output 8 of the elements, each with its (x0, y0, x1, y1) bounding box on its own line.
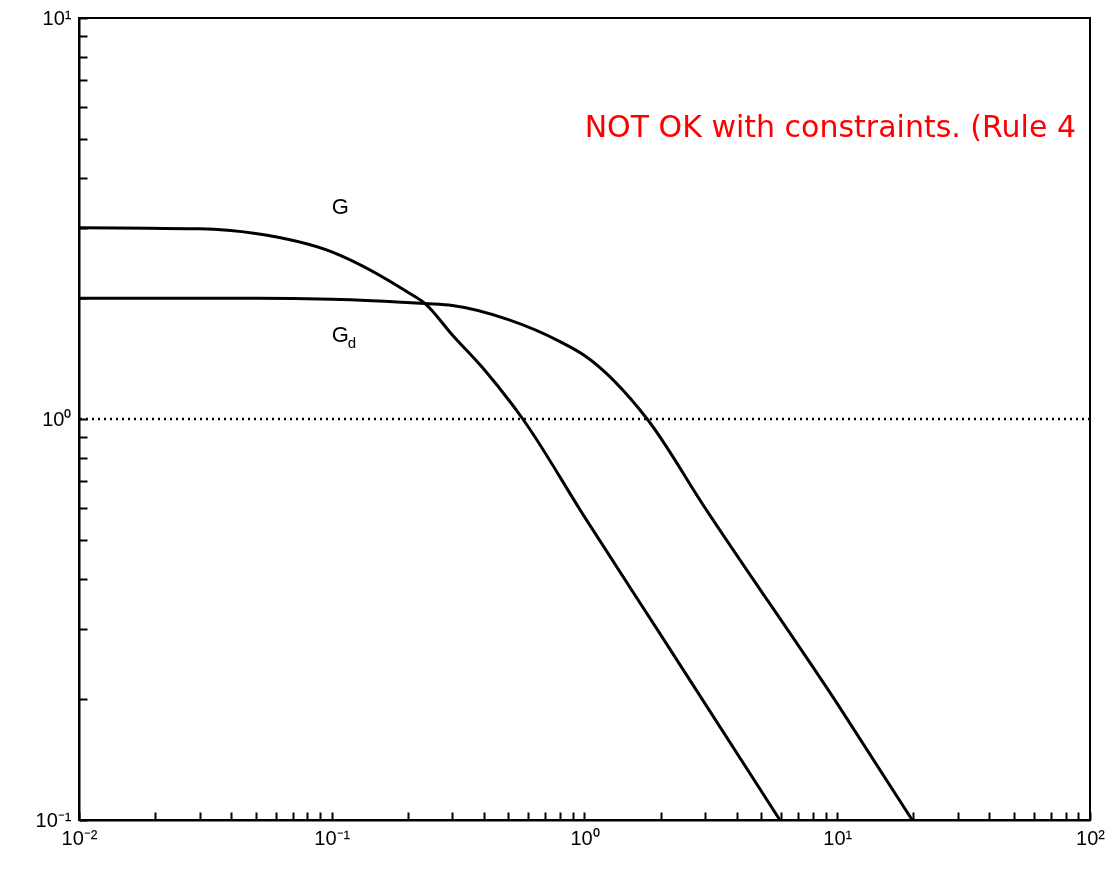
x-tick-label: 10² (1076, 826, 1106, 849)
x-tick-label: 10⁰ (570, 826, 600, 849)
x-tick-label: 10¹ (823, 826, 853, 849)
series-label: G (331, 193, 349, 219)
x-tick-label: 10⁻¹ (314, 826, 351, 849)
y-tick-label: 10⁰ (42, 407, 72, 430)
annotation: NOT OK with constraints. (Rule 4 (584, 109, 1076, 144)
y-tick-label: 10¹ (42, 6, 72, 29)
